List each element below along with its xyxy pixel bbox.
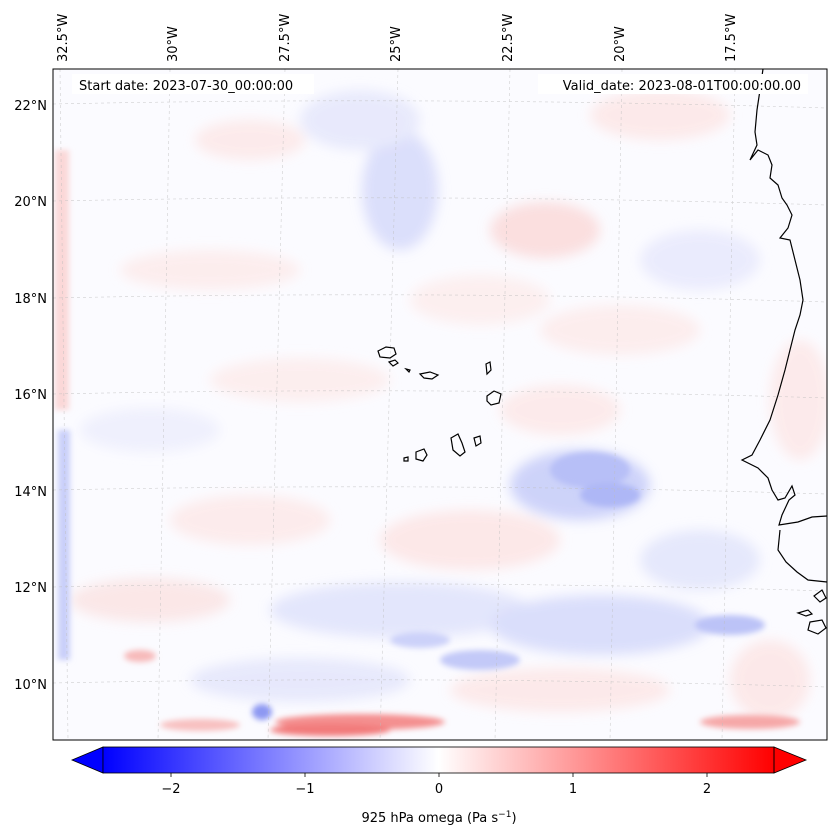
colorbar-label-suffix: ) [511, 811, 516, 826]
graticule [53, 69, 827, 740]
colorbar-extend-low [70, 746, 104, 774]
latitude-labels: 22°N 20°N 18°N 16°N 14°N 12°N 10°N [14, 99, 47, 693]
colorbar-frame [102, 746, 775, 774]
colorbar-extend-high [773, 746, 808, 774]
island-maio [473, 435, 482, 447]
colorbar-ticks [170, 773, 708, 777]
colorbar-gradient [103, 747, 774, 773]
island-boa-vista [486, 390, 502, 406]
lat-tick-label: 14°N [14, 485, 47, 500]
island-brava [403, 456, 409, 462]
lon-tick-label: 20°W [613, 26, 628, 62]
lon-tick-label: 30°W [166, 26, 181, 62]
lat-tick-label: 22°N [14, 99, 47, 114]
start-date-box [72, 74, 314, 94]
colorbar-label-exponent: −1 [498, 810, 511, 820]
valid-date-label: Valid_date: 2023-08-01T00:00:00.00 [563, 79, 801, 94]
lat-tick-label: 18°N [14, 292, 47, 307]
colorbar-tick-label: 0 [435, 782, 443, 797]
colorbar-tick-label: −2 [161, 782, 180, 797]
date-labels: Start date: 2023-07-30_00:00:00 Valid_da… [72, 74, 808, 94]
island-santiago [450, 433, 466, 457]
colorbar-tick-label: 2 [703, 782, 711, 797]
island-sao-nicolau [418, 371, 440, 380]
colorbar-tick-label: 1 [569, 782, 577, 797]
island-santa-luzia [404, 367, 411, 374]
map-frame [52, 68, 828, 741]
lon-tick-label: 25°W [389, 26, 404, 62]
map-panel [52, 68, 828, 741]
lat-tick-label: 20°N [14, 195, 47, 210]
longitude-labels: 32.5°W 30°W 27.5°W 25°W 22.5°W 20°W 17.5… [56, 14, 739, 62]
lat-tick-label: 10°N [14, 678, 47, 693]
colorbar: −2 −1 0 1 2 925 hPa omega (Pa s−1) [70, 746, 808, 826]
valid-date-box [538, 74, 808, 94]
island-fogo [415, 448, 428, 462]
omega-field [55, 90, 827, 736]
colorbar-label: 925 hPa omega (Pa s−1) [361, 810, 516, 826]
island-sal [485, 361, 492, 376]
colorbar-tick-label: −1 [295, 782, 314, 797]
lat-tick-label: 12°N [14, 581, 47, 596]
island-sao-vicente [387, 359, 399, 367]
lon-tick-label: 22.5°W [501, 14, 516, 62]
lon-tick-label: 32.5°W [56, 14, 71, 62]
start-date-label: Start date: 2023-07-30_00:00:00 [79, 79, 293, 94]
lon-tick-label: 17.5°W [724, 14, 739, 62]
colorbar-label-prefix: 925 hPa omega (Pa s [361, 811, 498, 826]
lat-tick-label: 16°N [14, 388, 47, 403]
island-santo-antao [377, 346, 397, 359]
lon-tick-label: 27.5°W [278, 14, 293, 62]
cape-verde-islands [377, 346, 502, 462]
africa-coastline [740, 68, 828, 635]
